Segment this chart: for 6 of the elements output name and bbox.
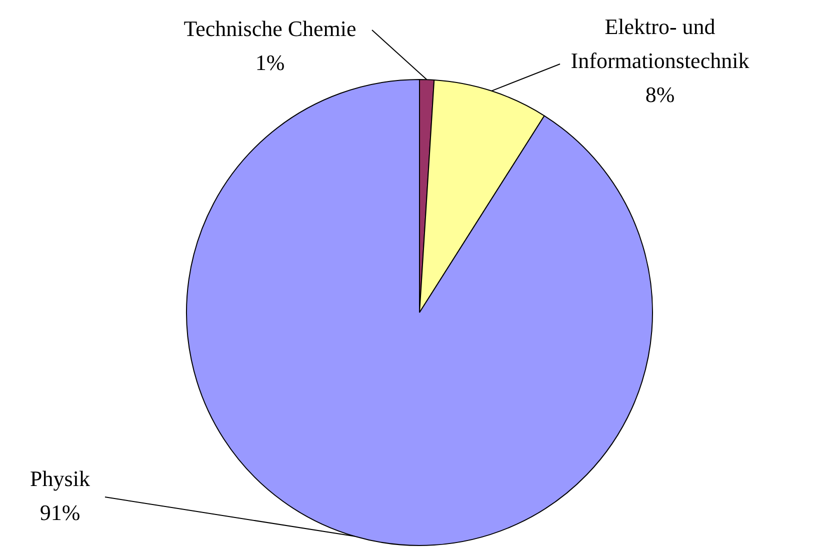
slice-label: Technische Chemie — [184, 16, 356, 41]
data-label: 91% — [40, 500, 80, 525]
slice-label: Elektro- und Informationstechnik — [570, 14, 750, 73]
slice-label: Physik — [30, 466, 90, 491]
data-label: 1% — [255, 50, 285, 75]
data-label: 8% — [645, 82, 675, 107]
